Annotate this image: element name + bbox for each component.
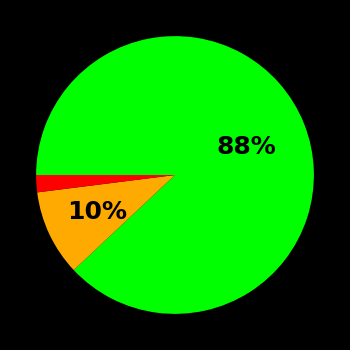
Wedge shape <box>36 175 175 192</box>
Wedge shape <box>36 36 314 314</box>
Text: 10%: 10% <box>67 199 127 224</box>
Text: 88%: 88% <box>216 135 276 159</box>
Wedge shape <box>37 175 175 270</box>
